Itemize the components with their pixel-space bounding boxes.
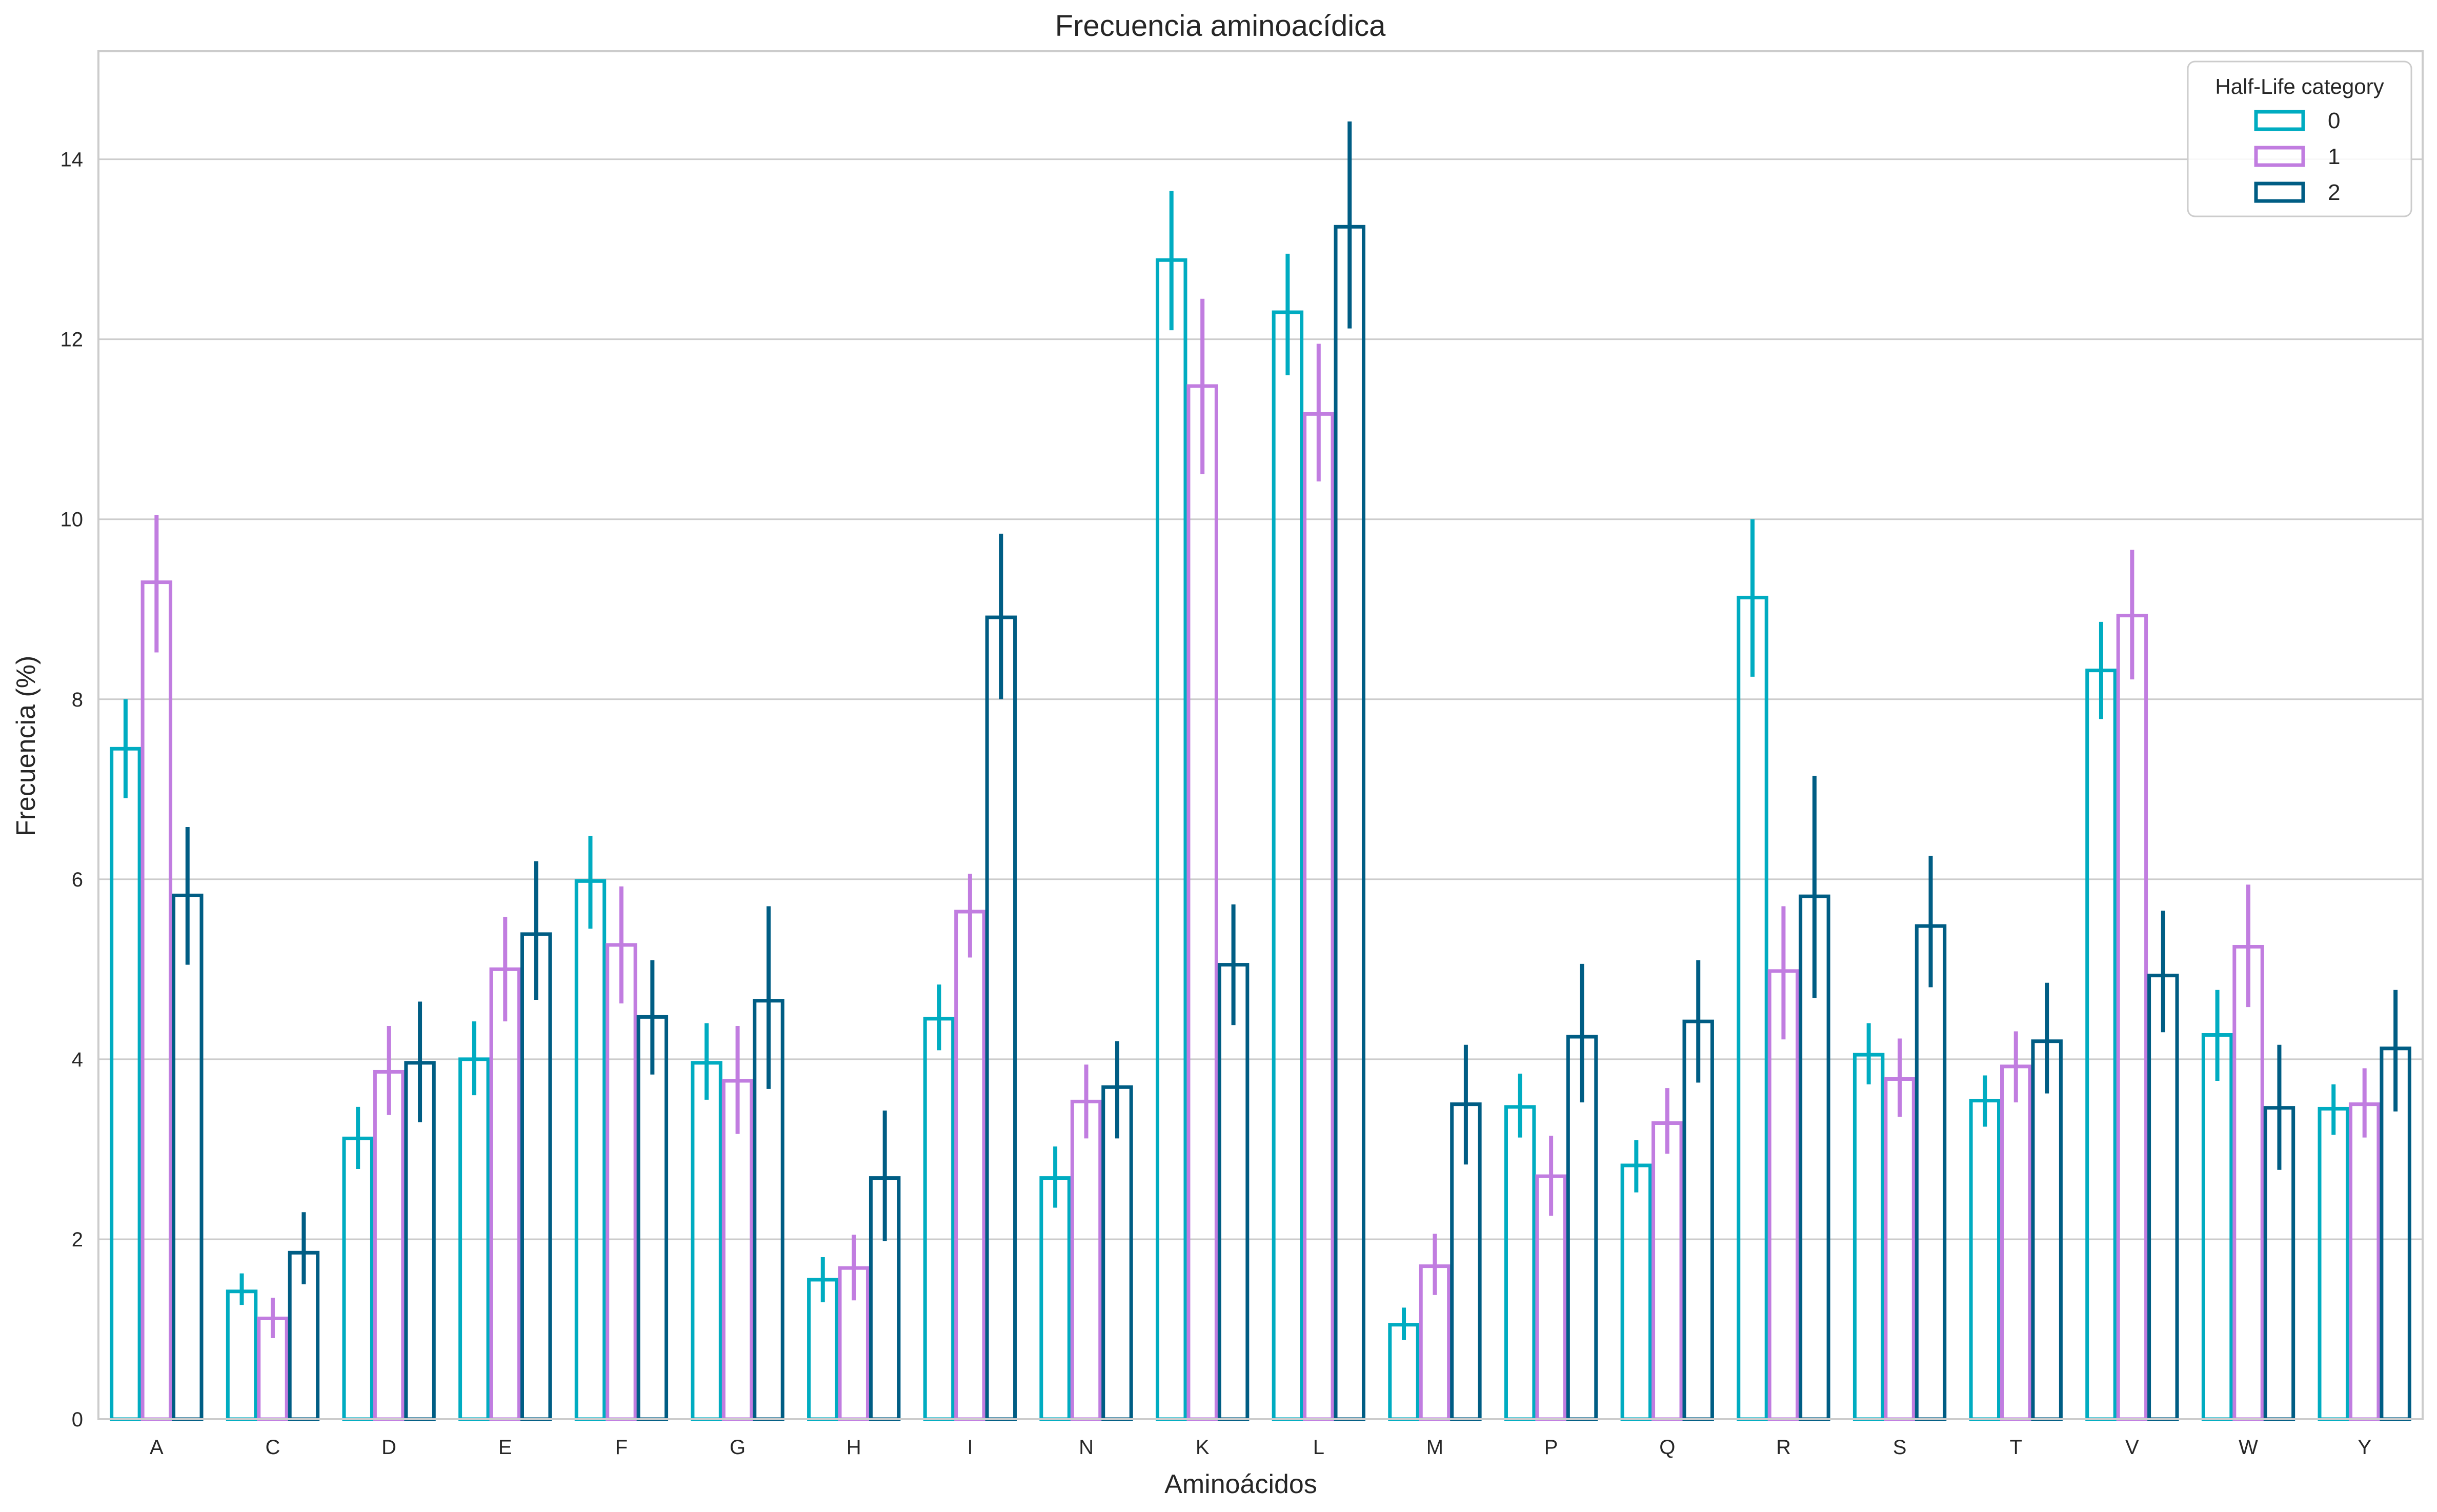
legend: Half-Life category 0 1 2 — [2187, 61, 2412, 217]
y-tick-label: 8 — [72, 689, 83, 711]
y-tick-label: 6 — [72, 869, 83, 891]
y-tick-label: 2 — [72, 1228, 83, 1251]
x-tick-label: Q — [1659, 1436, 1675, 1459]
x-axis-label: Aminoácidos — [1164, 1469, 1317, 1499]
x-tick-label: K — [1196, 1436, 1210, 1459]
x-tick-label: A — [150, 1436, 164, 1459]
legend-frame — [2187, 61, 2412, 217]
legend-label-series-2: 2 — [2328, 180, 2340, 205]
x-tick-label: L — [1313, 1436, 1324, 1459]
x-tick-label: N — [1079, 1436, 1094, 1459]
x-tick-label: S — [1893, 1436, 1907, 1459]
legend-swatch-series-1 — [2254, 146, 2305, 167]
y-axis-label: Frecuencia (%) — [11, 656, 41, 837]
x-tick-label: R — [1776, 1436, 1791, 1459]
x-tick-label: M — [1426, 1436, 1443, 1459]
legend-swatch-series-2 — [2254, 182, 2305, 203]
x-tick-label: C — [266, 1436, 280, 1459]
x-tick-label: V — [2125, 1436, 2139, 1459]
x-tick-label: I — [967, 1436, 973, 1459]
legend-label-series-0: 0 — [2328, 108, 2340, 133]
y-tick-label: 12 — [61, 329, 84, 351]
x-tick-label: G — [730, 1436, 746, 1459]
legend-items: 0 1 2 — [2254, 108, 2340, 205]
x-tick-label: Y — [2358, 1436, 2371, 1459]
plot-frame — [97, 50, 2424, 1420]
legend-title: Half-Life category — [2215, 74, 2384, 98]
y-tick-label: 10 — [61, 509, 84, 531]
x-tick-label: E — [498, 1436, 512, 1459]
chart-title: Frecuencia aminoacídica — [1055, 9, 1386, 43]
y-tick-label: 0 — [72, 1408, 83, 1431]
x-tick-label: T — [2010, 1436, 2022, 1459]
legend-swatch-series-0 — [2254, 110, 2305, 131]
x-tick-label: F — [615, 1436, 628, 1459]
y-axis-ticks: 0 2 4 6 8 10 12 14 — [61, 149, 84, 1431]
y-tick-label: 4 — [72, 1049, 83, 1071]
legend-label-series-1: 1 — [2328, 144, 2340, 169]
x-tick-label: W — [2239, 1436, 2258, 1459]
y-tick-label: 14 — [61, 149, 84, 171]
x-tick-label: H — [847, 1436, 861, 1459]
x-tick-label: P — [1544, 1436, 1558, 1459]
x-tick-label: D — [381, 1436, 396, 1459]
